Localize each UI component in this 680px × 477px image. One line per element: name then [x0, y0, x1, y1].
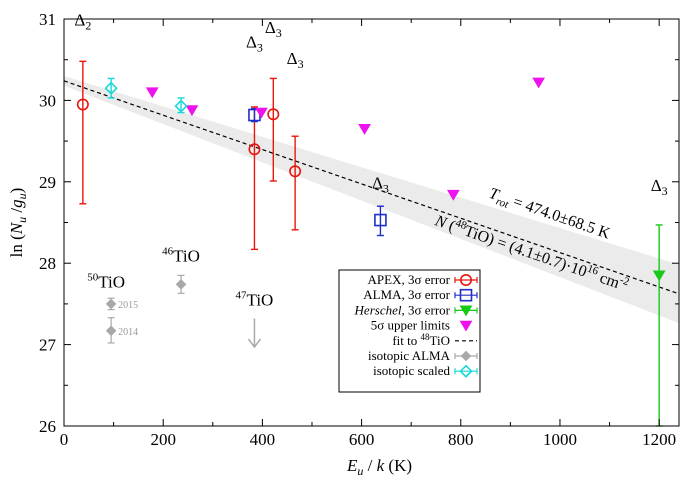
legend-label: Herschel, 3σ error [354, 302, 451, 317]
isotope-year-label: 2014 [118, 327, 138, 338]
legend-label: APEX, 3σ error [368, 272, 451, 287]
x-tick-label: 600 [349, 430, 375, 449]
series-3-point [532, 77, 546, 89]
legend-label: fit to 48TiO [392, 332, 450, 348]
delta-annotation: Δ3 [265, 18, 282, 40]
series-3-point [255, 107, 268, 119]
series-2-point [652, 270, 666, 282]
series-6-point [104, 81, 118, 95]
y-tick-label: 31 [39, 10, 56, 29]
axis-ticks [63, 18, 679, 427]
delta-annotation: Δ3 [246, 32, 263, 54]
series-1-point [374, 213, 387, 227]
series-6-point [174, 99, 188, 113]
fit-line [63, 80, 680, 295]
x-tick-label: 800 [448, 430, 474, 449]
delta-annotation: Δ3 [372, 173, 389, 195]
y-tick-label: 29 [39, 173, 56, 192]
series-0-point [76, 98, 89, 111]
upper-limit-arrow-head [247, 338, 262, 349]
isotope-label: 50TiO [87, 272, 125, 292]
fit-uncertainty-band [64, 75, 679, 324]
series-0-point [289, 165, 302, 178]
legend-swatch-marker [459, 320, 473, 332]
fit-band [64, 75, 679, 324]
isotope-year-label: 2015 [118, 300, 138, 311]
fit-line-group [63, 80, 680, 295]
series-3-point [358, 123, 371, 135]
legend-swatch-marker [459, 305, 473, 317]
series-5-point [105, 298, 117, 310]
isotope-label: 46TiO [162, 246, 200, 266]
series-0-point [248, 143, 261, 156]
series-3-point [185, 105, 199, 117]
x-tick-label: 0 [60, 430, 69, 449]
delta-annotation: Δ2 [74, 11, 91, 33]
series-5-point [175, 279, 187, 290]
legend-swatch-marker [459, 288, 473, 302]
delta-annotation: Δ3 [651, 176, 668, 198]
series-0-point [267, 108, 280, 121]
legend-swatch-marker [459, 273, 472, 286]
y-tick-label: 30 [39, 91, 56, 110]
x-tick-label: 1200 [642, 430, 676, 449]
series-3-point [145, 87, 159, 99]
y-tick-label: 26 [39, 417, 56, 436]
x-tick-label: 400 [250, 430, 276, 449]
x-axis-title: Eu / k (K) [346, 456, 412, 477]
y-tick-label: 28 [39, 254, 56, 273]
isotope-label: 47TiO [236, 290, 274, 310]
legend-label: ALMA, 3σ error [363, 287, 450, 302]
y-tick-label: 27 [39, 336, 57, 355]
series-3-point [446, 189, 460, 201]
legend-label: isotopic ALMA [368, 348, 451, 363]
legend-label: isotopic scaled [373, 363, 450, 378]
series-5-point [105, 325, 117, 337]
chart-text: 0 200 400 600 800 1000 1200 26 27 28 29 30 31 Eu / k … [7, 10, 676, 477]
data-points [76, 60, 666, 427]
x-tick-label: 1000 [543, 430, 577, 449]
legend-swatch-marker [460, 350, 472, 362]
legend-label: 5σ upper limits [371, 318, 450, 333]
legend-swatch-marker [459, 364, 473, 378]
x-tick-label: 200 [150, 430, 176, 449]
y-axis-title: ln (Nu /gu) [7, 188, 29, 258]
delta-annotation: Δ3 [287, 49, 304, 71]
